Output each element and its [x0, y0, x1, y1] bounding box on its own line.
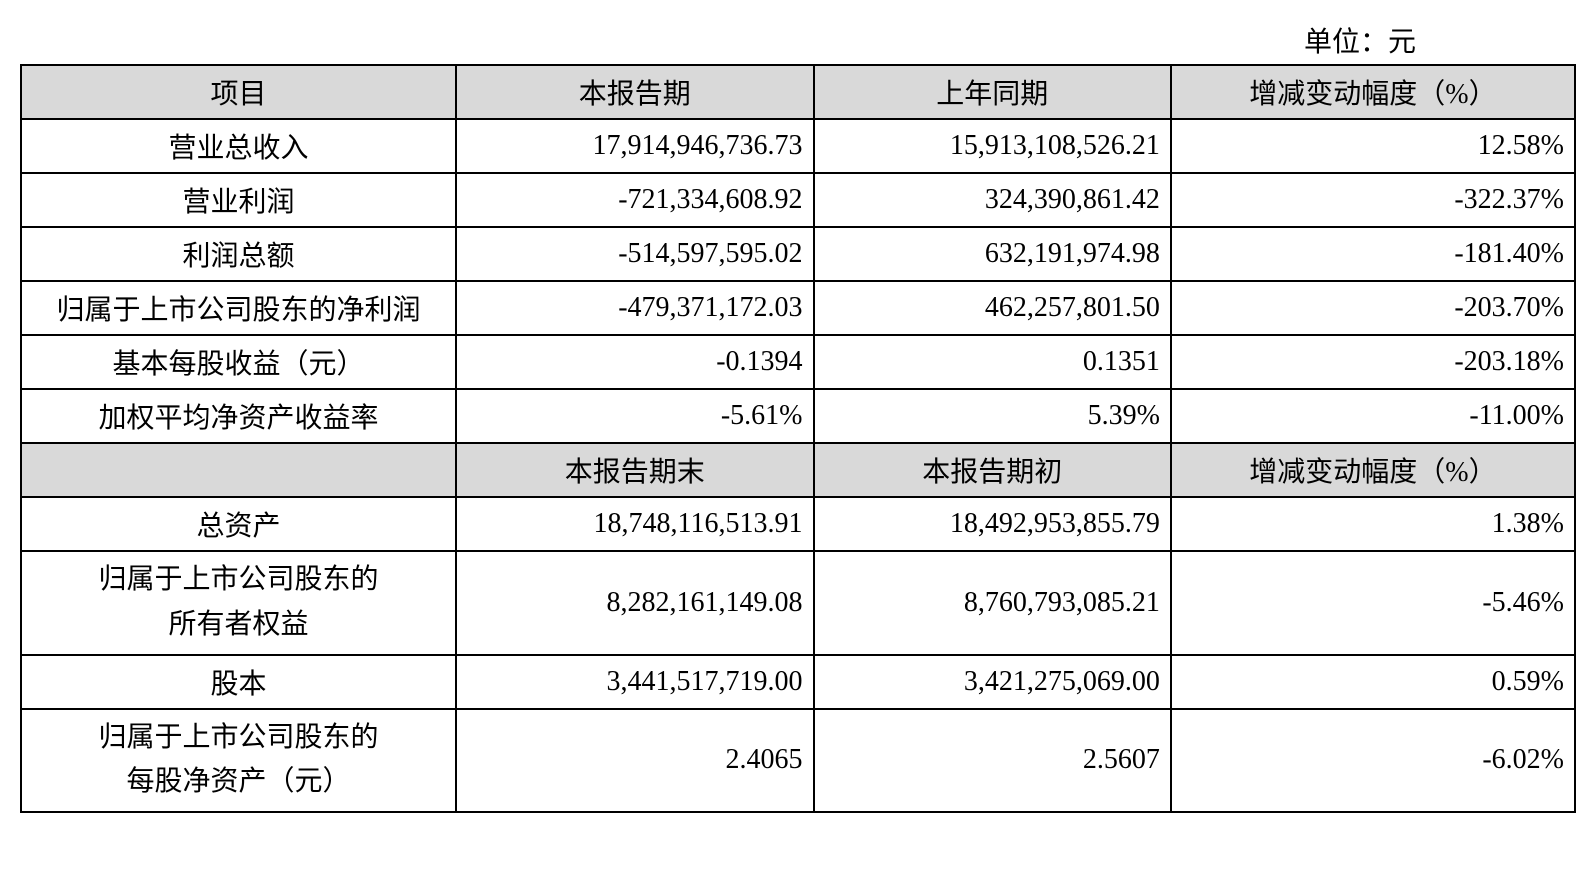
cell-current: 3,441,517,719.00	[456, 655, 813, 709]
row-label: 归属于上市公司股东的净利润	[21, 281, 456, 335]
header-period-begin: 本报告期初	[814, 443, 1171, 497]
row-label: 加权平均净资产收益率	[21, 389, 456, 443]
cell-change: 12.58%	[1171, 119, 1575, 173]
cell-change: -181.40%	[1171, 227, 1575, 281]
cell-current: -479,371,172.03	[456, 281, 813, 335]
cell-current: -514,597,595.02	[456, 227, 813, 281]
table-row: 归属于上市公司股东的 每股净资产（元） 2.4065 2.5607 -6.02%	[21, 709, 1575, 813]
header-change-pct: 增减变动幅度（%）	[1171, 65, 1575, 119]
cell-change: 1.38%	[1171, 497, 1575, 551]
cell-prior: 2.5607	[814, 709, 1171, 813]
cell-prior: 15,913,108,526.21	[814, 119, 1171, 173]
table-row: 总资产 18,748,116,513.91 18,492,953,855.79 …	[21, 497, 1575, 551]
row-label: 股本	[21, 655, 456, 709]
table-row: 利润总额 -514,597,595.02 632,191,974.98 -181…	[21, 227, 1575, 281]
row-label: 利润总额	[21, 227, 456, 281]
financial-table: 项目 本报告期 上年同期 增减变动幅度（%） 营业总收入 17,914,946,…	[20, 64, 1576, 813]
cell-change: -11.00%	[1171, 389, 1575, 443]
unit-label: 单位：元	[20, 20, 1576, 60]
row-label: 营业总收入	[21, 119, 456, 173]
cell-current: 8,282,161,149.08	[456, 551, 813, 655]
cell-prior: 324,390,861.42	[814, 173, 1171, 227]
header-period-end: 本报告期末	[456, 443, 813, 497]
table-row: 归属于上市公司股东的 所有者权益 8,282,161,149.08 8,760,…	[21, 551, 1575, 655]
cell-current: -0.1394	[456, 335, 813, 389]
cell-change: -5.46%	[1171, 551, 1575, 655]
row-label-line1: 归属于上市公司股东的	[99, 564, 379, 595]
cell-change: -203.70%	[1171, 281, 1575, 335]
header-prior-period: 上年同期	[814, 65, 1171, 119]
cell-prior: 462,257,801.50	[814, 281, 1171, 335]
row-label-line1: 归属于上市公司股东的	[99, 722, 379, 753]
cell-prior: 632,191,974.98	[814, 227, 1171, 281]
table-row: 股本 3,441,517,719.00 3,421,275,069.00 0.5…	[21, 655, 1575, 709]
table-row: 营业总收入 17,914,946,736.73 15,913,108,526.2…	[21, 119, 1575, 173]
row-label-line2: 所有者权益	[169, 609, 309, 640]
table-row: 基本每股收益（元） -0.1394 0.1351 -203.18%	[21, 335, 1575, 389]
cell-current: -721,334,608.92	[456, 173, 813, 227]
cell-change: -203.18%	[1171, 335, 1575, 389]
header-change-pct-2: 增减变动幅度（%）	[1171, 443, 1575, 497]
header-current-period: 本报告期	[456, 65, 813, 119]
row-label: 营业利润	[21, 173, 456, 227]
cell-prior: 8,760,793,085.21	[814, 551, 1171, 655]
row-label: 归属于上市公司股东的 所有者权益	[21, 551, 456, 655]
cell-current: 18,748,116,513.91	[456, 497, 813, 551]
cell-change: -6.02%	[1171, 709, 1575, 813]
table-row: 营业利润 -721,334,608.92 324,390,861.42 -322…	[21, 173, 1575, 227]
cell-prior: 3,421,275,069.00	[814, 655, 1171, 709]
table-row: 加权平均净资产收益率 -5.61% 5.39% -11.00%	[21, 389, 1575, 443]
cell-change: -322.37%	[1171, 173, 1575, 227]
table-header-2: 本报告期末 本报告期初 增减变动幅度（%）	[21, 443, 1575, 497]
row-label-line2: 每股净资产（元）	[127, 766, 351, 797]
table-header-1: 项目 本报告期 上年同期 增减变动幅度（%）	[21, 65, 1575, 119]
cell-current: 2.4065	[456, 709, 813, 813]
cell-prior: 18,492,953,855.79	[814, 497, 1171, 551]
table-row: 归属于上市公司股东的净利润 -479,371,172.03 462,257,80…	[21, 281, 1575, 335]
row-label: 归属于上市公司股东的 每股净资产（元）	[21, 709, 456, 813]
cell-change: 0.59%	[1171, 655, 1575, 709]
header-item-2	[21, 443, 456, 497]
row-label: 基本每股收益（元）	[21, 335, 456, 389]
cell-current: -5.61%	[456, 389, 813, 443]
cell-prior: 5.39%	[814, 389, 1171, 443]
row-label: 总资产	[21, 497, 456, 551]
cell-prior: 0.1351	[814, 335, 1171, 389]
cell-current: 17,914,946,736.73	[456, 119, 813, 173]
header-item: 项目	[21, 65, 456, 119]
